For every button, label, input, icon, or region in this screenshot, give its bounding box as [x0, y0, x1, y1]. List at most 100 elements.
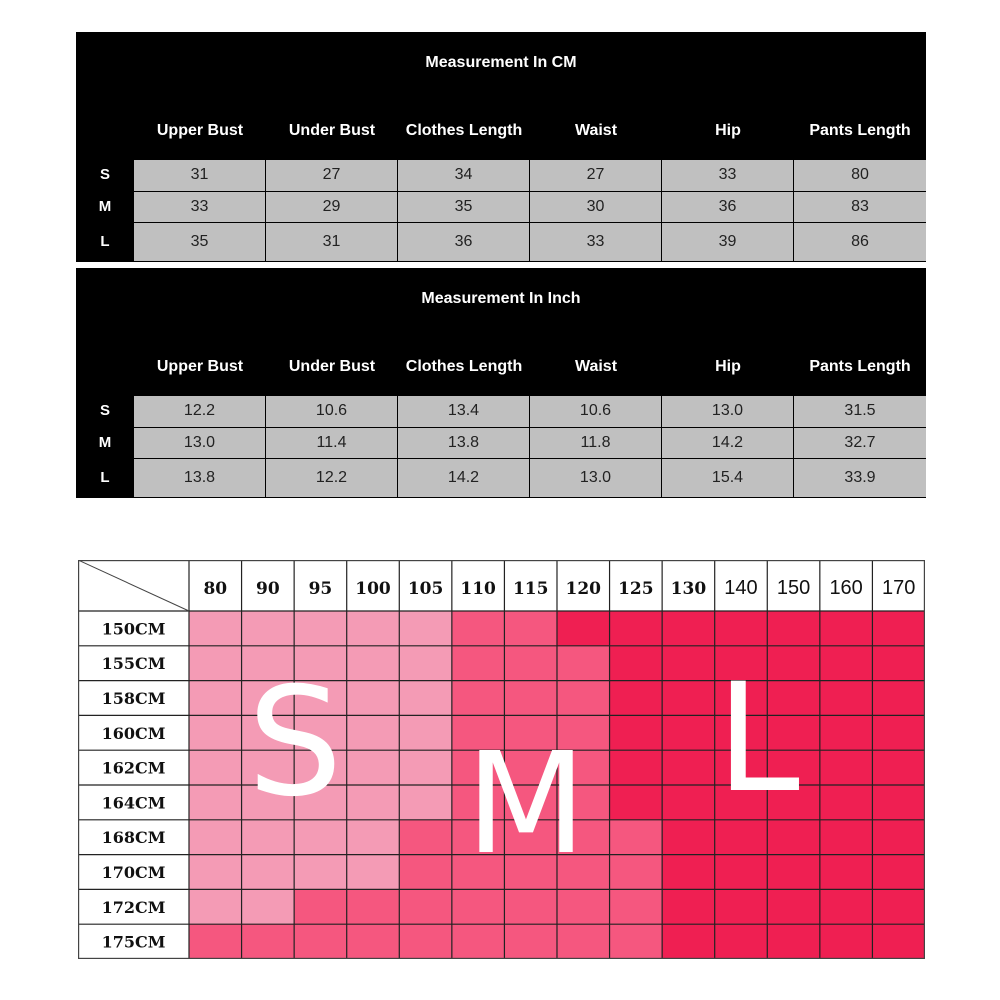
size-cell	[819, 680, 873, 716]
size-cell	[241, 750, 295, 785]
size-cell	[504, 889, 557, 925]
size-cell	[872, 680, 925, 716]
height-label: 150CM	[102, 619, 166, 638]
size-cell	[767, 750, 820, 785]
height-label: 155CM	[102, 654, 166, 673]
size-cell	[294, 819, 347, 855]
size-cell	[662, 819, 715, 855]
measurement-cell: 13.0	[530, 459, 662, 498]
size-cell	[451, 645, 505, 681]
measurement-cell: 34	[398, 160, 530, 192]
measurement-cell: 10.6	[266, 396, 398, 428]
size-cell	[819, 819, 873, 855]
size-cell	[714, 785, 768, 820]
size-cell	[819, 715, 873, 751]
measurement-cell: 33	[662, 160, 794, 192]
size-cell	[872, 715, 925, 751]
weight-header: 150	[777, 577, 810, 599]
size-cell	[872, 785, 925, 820]
size-cell	[714, 715, 768, 751]
column-header: Pants Length	[809, 358, 911, 375]
size-cell	[189, 819, 242, 855]
column-header: Hip	[715, 358, 741, 375]
size-cell	[294, 924, 347, 959]
height-label: 160CM	[102, 724, 166, 743]
size-cell	[714, 819, 768, 855]
measurement-cell: 27	[266, 160, 398, 192]
size-cell	[662, 854, 715, 890]
weight-header: 90	[256, 579, 280, 599]
size-cell	[451, 889, 505, 925]
size-cell	[556, 854, 610, 890]
size-cell	[451, 819, 505, 855]
size-cell	[819, 854, 873, 890]
measurement-cell: 14.2	[662, 428, 794, 459]
column-header: Clothes Length	[405, 358, 523, 375]
size-cell	[504, 680, 557, 716]
weight-header: 120	[566, 579, 602, 599]
size-row-label: M	[98, 198, 112, 215]
weight-header: 130	[671, 579, 707, 599]
measurement-cell: 11.4	[266, 428, 398, 459]
size-cell	[346, 611, 400, 646]
measurement-cell: 30	[530, 192, 662, 223]
size-cell	[872, 924, 925, 959]
size-cell	[294, 645, 347, 681]
column-header: Clothes Length	[405, 122, 523, 139]
inch-table-title: Measurement In Inch	[421, 290, 581, 307]
size-cell	[767, 680, 820, 716]
size-cell	[346, 750, 400, 785]
weight-header: 160	[829, 577, 862, 599]
size-cell	[609, 854, 663, 890]
size-chart-grid: 80 90 95 100 105 110 115 120 125 130 140 150 160 170 1…	[78, 560, 925, 959]
size-cell	[556, 819, 610, 855]
measurement-cell: 15.4	[662, 459, 794, 498]
size-cell	[662, 889, 715, 925]
size-cell	[819, 889, 873, 925]
size-row-label: S	[99, 402, 110, 419]
size-cell	[504, 785, 557, 820]
column-header: Hip	[715, 122, 741, 139]
measurement-cell: 36	[398, 223, 530, 262]
size-cell	[767, 924, 820, 959]
height-label: 164CM	[102, 793, 166, 812]
size-cell	[504, 924, 557, 959]
size-cell	[609, 611, 663, 646]
measurement-cell: 27	[530, 160, 662, 192]
size-cell	[346, 924, 400, 959]
size-cell	[714, 924, 768, 959]
weight-header: 125	[618, 579, 654, 599]
size-cell	[241, 611, 295, 646]
column-header: Waist	[574, 358, 618, 375]
size-cell	[662, 924, 715, 959]
size-cell	[451, 680, 505, 716]
size-cell	[556, 680, 610, 716]
measurement-cell: 39	[662, 223, 794, 262]
size-cell	[872, 750, 925, 785]
height-label: 162CM	[102, 759, 166, 778]
weight-header: 105	[408, 579, 444, 599]
size-cell	[294, 750, 347, 785]
size-cell	[346, 715, 400, 751]
size-cell	[189, 924, 242, 959]
measurement-cell: 33.9	[794, 459, 926, 498]
size-cell	[767, 854, 820, 890]
size-cell	[399, 854, 452, 890]
size-cell	[451, 924, 505, 959]
size-cell	[399, 924, 452, 959]
size-cell	[767, 785, 820, 820]
size-cell	[241, 715, 295, 751]
size-cell	[241, 819, 295, 855]
size-cell	[609, 715, 663, 751]
measurement-cell: 35	[398, 192, 530, 223]
size-cell	[556, 750, 610, 785]
size-cell	[399, 750, 452, 785]
size-cell	[399, 715, 452, 751]
size-cell	[662, 645, 715, 681]
size-cell	[399, 819, 452, 855]
measurement-cell: 31	[266, 223, 398, 262]
measurement-cell: 83	[794, 192, 926, 223]
size-cell	[504, 715, 557, 751]
measurement-cell: 14.2	[398, 459, 530, 498]
size-cell	[189, 785, 242, 820]
